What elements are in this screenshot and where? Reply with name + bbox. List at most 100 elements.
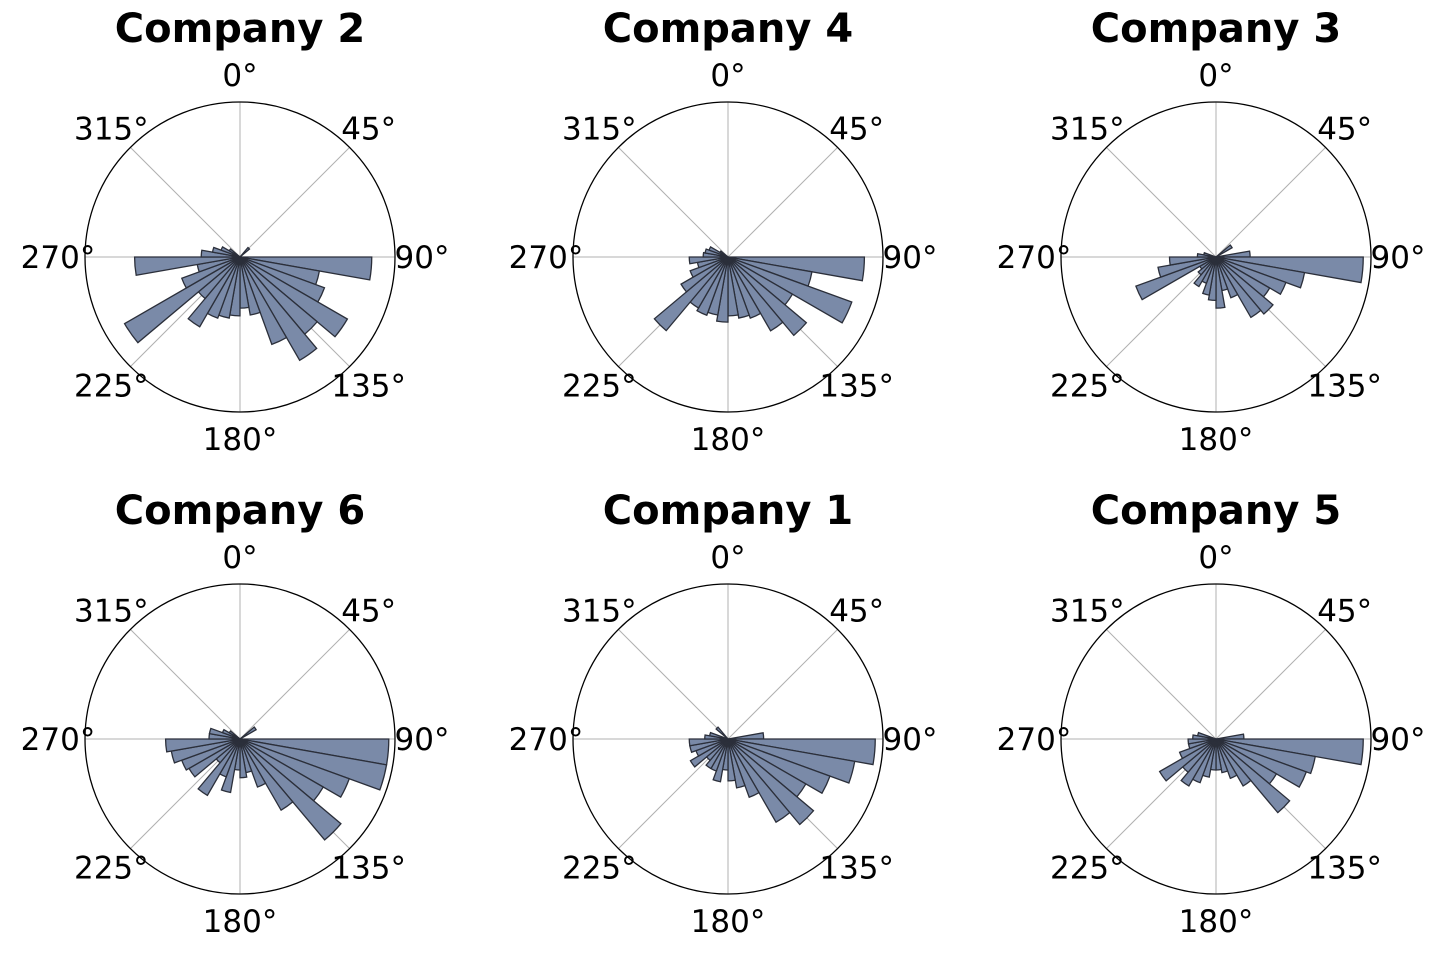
rose-bar — [1215, 738, 1238, 780]
grid-spoke — [618, 147, 729, 258]
rose-bar — [727, 256, 751, 319]
rose-bar — [708, 731, 729, 740]
grid-spoke — [618, 629, 729, 740]
rose-bar — [1203, 251, 1217, 258]
rose-bar — [688, 256, 729, 265]
theta-tick-labels: 0° 45° 90° 135° 180° 225° 270° 315° — [21, 540, 450, 940]
theta-tick-label: 0° — [710, 58, 745, 94]
rose-bar — [239, 726, 257, 740]
theta-tick-label: 135° — [819, 851, 894, 887]
grid-spoke — [130, 629, 241, 740]
rose-bar — [197, 738, 241, 797]
theta-tick-label: 45° — [1317, 111, 1372, 147]
rose-bar — [727, 738, 746, 789]
grid-spoke — [239, 147, 350, 258]
rose-bar — [727, 738, 737, 782]
subplot-title: Company 4 — [603, 6, 853, 52]
rose-bars — [688, 726, 876, 826]
theta-tick-label: 315° — [1050, 111, 1125, 147]
rose-bar — [1157, 256, 1217, 278]
polar-frame — [1060, 101, 1372, 413]
theta-tick-label: 0° — [710, 540, 745, 576]
rose-bar — [680, 256, 729, 293]
rose-bar — [1215, 256, 1239, 299]
theta-tick-label: 90° — [395, 722, 450, 758]
rose-bar — [164, 738, 241, 753]
subplot-3: Company 6 0° 45° 90° 135° 180° 225° 270° 315° — [21, 488, 450, 940]
theta-tick-label: 0° — [1198, 540, 1233, 576]
rose-bar — [239, 738, 267, 788]
theta-tick-label: 90° — [1371, 722, 1426, 758]
rose-bars — [123, 246, 373, 362]
theta-tick-label: 225° — [562, 851, 637, 887]
theta-tick-label: 270° — [21, 240, 96, 276]
grid-spoke — [1215, 147, 1326, 258]
rose-bar — [239, 738, 248, 779]
theta-tick-label: 90° — [883, 240, 938, 276]
subplot-4: Company 1 0° 45° 90° 135° 180° 225° 270° 315° — [509, 488, 938, 940]
theta-tick-label: 180° — [203, 422, 278, 458]
subplot-1: Company 4 0° 45° 90° 135° 180° 225° 270° 315° — [509, 6, 938, 458]
rose-bar — [239, 256, 318, 362]
rose-bar — [1158, 738, 1217, 782]
theta-tick-label: 270° — [997, 722, 1072, 758]
rose-bar — [1178, 738, 1217, 760]
rose-bar — [1215, 256, 1274, 315]
rose-bar — [1215, 738, 1291, 814]
rose-bar — [1187, 738, 1217, 745]
rose-bars — [1135, 244, 1364, 319]
rose-bar — [228, 730, 241, 740]
rose-bar — [727, 738, 815, 826]
theta-tick-label: 180° — [1179, 422, 1254, 458]
rose-bars — [164, 726, 390, 841]
polar-frame — [572, 101, 884, 413]
rose-bar — [719, 250, 729, 258]
rose-bar — [689, 256, 729, 279]
subplot-title: Company 6 — [115, 488, 365, 534]
theta-tick-label: 135° — [331, 369, 406, 405]
rose-bar — [1135, 256, 1217, 301]
polar-frame — [84, 101, 396, 413]
theta-tick-label: 90° — [883, 722, 938, 758]
theta-tick-label: 315° — [74, 111, 149, 147]
rose-bars — [653, 246, 866, 337]
theta-tick-label: 90° — [1371, 240, 1426, 276]
theta-tick-label: 225° — [562, 369, 637, 405]
theta-tick-label: 180° — [691, 904, 766, 940]
rose-bar — [1215, 738, 1229, 774]
rose-bar — [1215, 256, 1287, 296]
grid-spoke — [1106, 256, 1217, 367]
rose-bar — [239, 256, 261, 316]
rose-bars — [1158, 731, 1364, 814]
theta-tick-labels: 0° 45° 90° 135° 180° 225° 270° 315° — [997, 540, 1426, 940]
polar-frame — [84, 583, 396, 895]
rose-bar — [1196, 731, 1217, 740]
subplot-0: Company 2 0° 45° 90° 135° 180° 225° 270° 315° — [21, 6, 450, 458]
subplot-5: Company 5 0° 45° 90° 135° 180° 225° 270° 315° — [997, 488, 1426, 940]
theta-tick-label: 45° — [341, 593, 396, 629]
theta-tick-label: 315° — [74, 593, 149, 629]
rose-bar — [727, 256, 784, 332]
theta-tick-label: 135° — [819, 369, 894, 405]
theta-tick-label: 0° — [1198, 58, 1233, 94]
subplot-title: Company 2 — [115, 6, 365, 52]
rose-bar — [123, 256, 241, 344]
grid-spoke — [130, 147, 241, 258]
rose-bar — [715, 726, 729, 740]
grid-spoke — [727, 629, 838, 740]
rose-bar — [727, 256, 853, 324]
theta-tick-labels: 0° 45° 90° 135° 180° 225° 270° 315° — [997, 58, 1426, 458]
rose-bar — [727, 738, 791, 824]
rose-bar — [1215, 738, 1252, 787]
rose-bar — [1168, 256, 1217, 266]
theta-tick-label: 225° — [1050, 851, 1125, 887]
rose-bar — [689, 738, 729, 768]
theta-tick-label: 315° — [562, 593, 637, 629]
grid-spoke — [1106, 147, 1217, 258]
subplot-2: Company 3 0° 45° 90° 135° 180° 225° 270° 315° — [997, 6, 1426, 458]
rose-bar — [653, 256, 729, 332]
theta-tick-label: 45° — [829, 111, 884, 147]
theta-tick-label: 90° — [395, 240, 450, 276]
rose-bar — [187, 256, 241, 328]
